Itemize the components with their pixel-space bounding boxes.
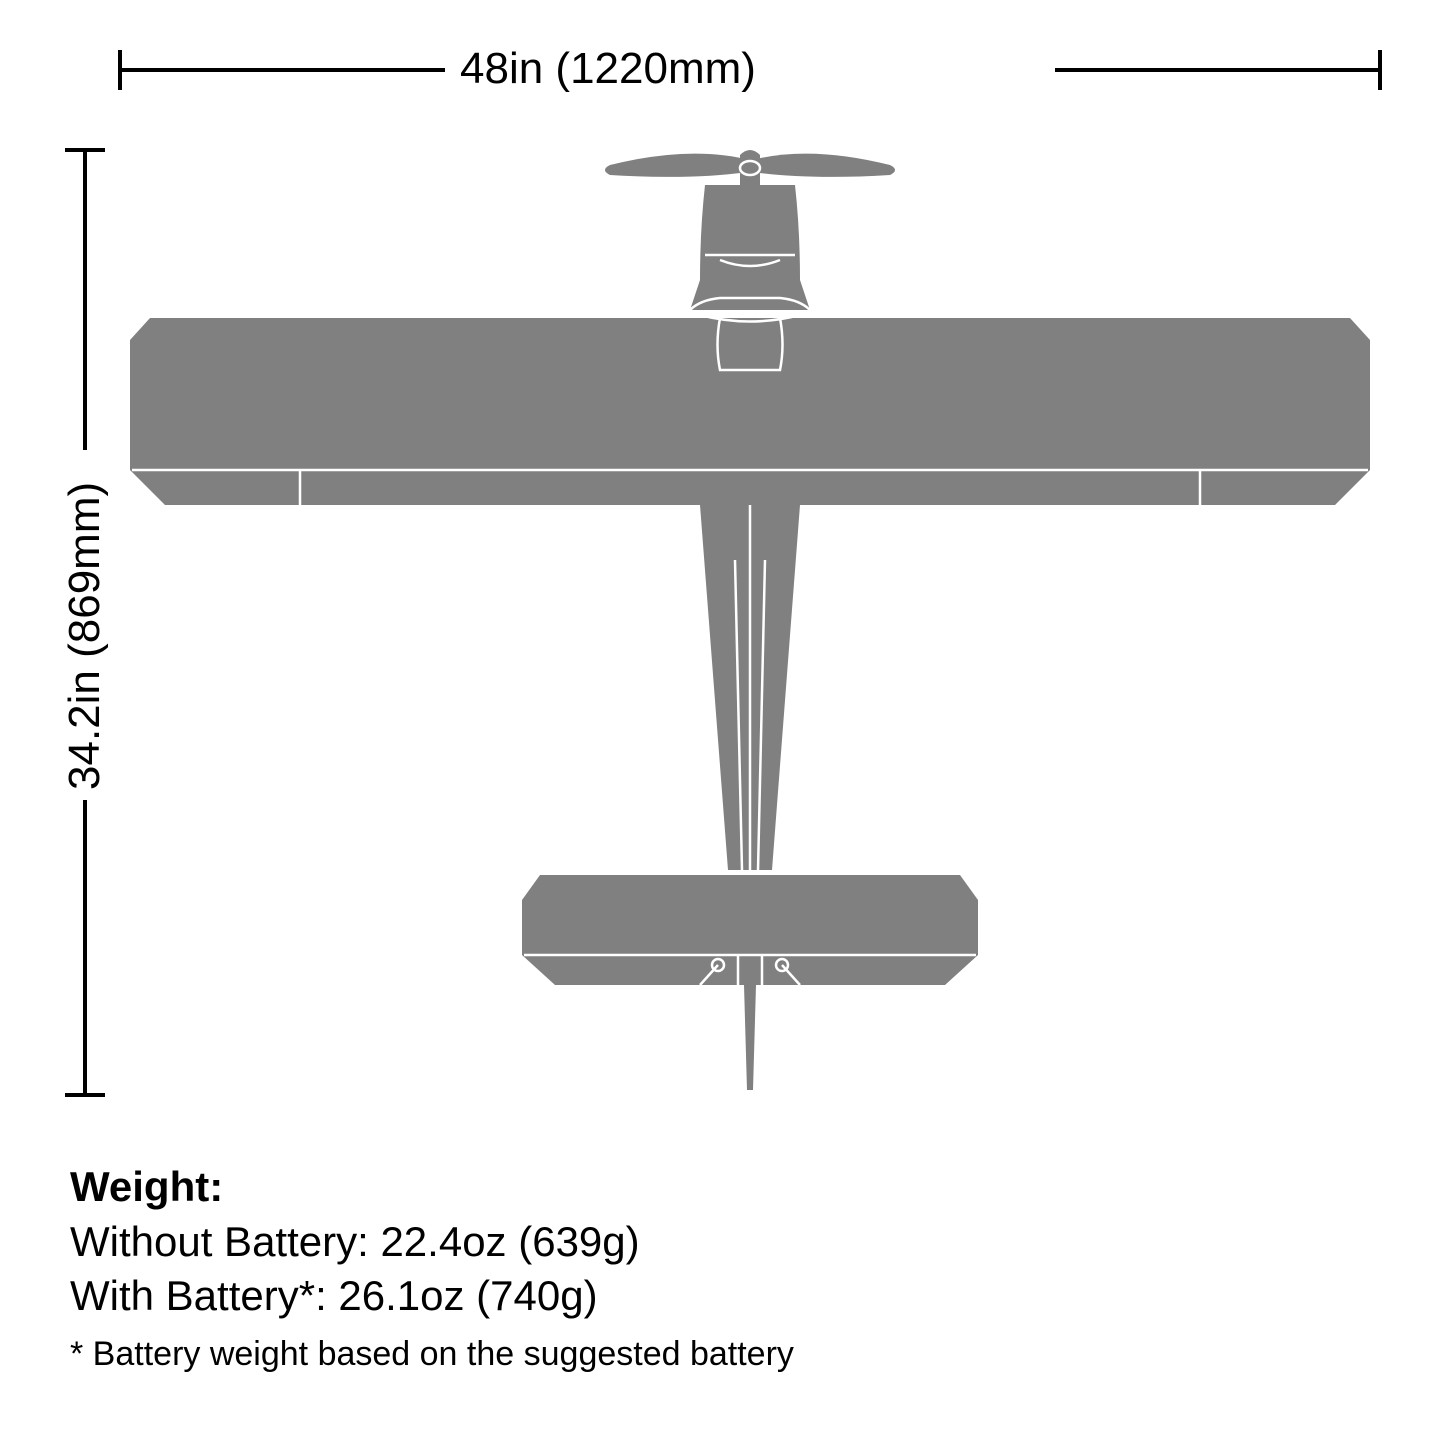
weight-without-battery: Without Battery: 22.4oz (639g)	[70, 1215, 794, 1270]
horizontal-stabilizer	[522, 875, 978, 985]
weight-title: Weight:	[70, 1160, 794, 1215]
tail-fin	[744, 985, 756, 1090]
weight-note: * Battery weight based on the suggested …	[70, 1332, 794, 1376]
length-label: 34.2in (869mm)	[60, 482, 110, 790]
spec-diagram: 48in (1220mm) 34.2in (869mm) Weight: Wit…	[0, 0, 1445, 1445]
weight-with-battery: With Battery*: 26.1oz (740g)	[70, 1269, 794, 1324]
cowl	[690, 185, 810, 310]
main-wing	[130, 318, 1370, 505]
weight-block: Weight: Without Battery: 22.4oz (639g) W…	[70, 1160, 794, 1376]
propeller-icon	[605, 150, 895, 185]
wingspan-label: 48in (1220mm)	[460, 44, 756, 94]
